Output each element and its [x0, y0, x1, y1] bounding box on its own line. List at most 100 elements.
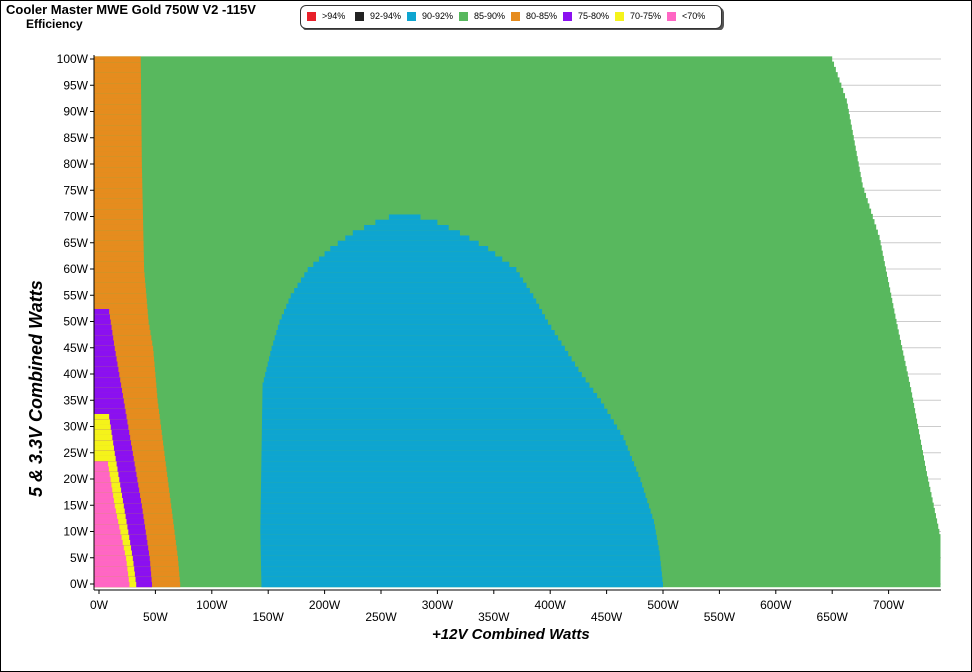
- chart-title: Cooler Master MWE Gold 750W V2 -115V: [6, 2, 256, 17]
- cell-80-85: [94, 261, 145, 267]
- cell-80-85: [94, 145, 142, 152]
- cell-80-85: [94, 224, 144, 231]
- legend-swatch: [511, 12, 520, 21]
- y-tick-label: 45W: [63, 341, 88, 355]
- cell-90-92: [266, 366, 579, 372]
- cell-85-90: [94, 87, 844, 94]
- cell-below-70: [94, 570, 129, 577]
- cell-below-70: [94, 476, 111, 483]
- cell-70-75: [94, 429, 112, 435]
- cell-85-90: [94, 187, 865, 194]
- cell-85-90: [94, 82, 842, 89]
- cell-75-80: [94, 376, 121, 383]
- cell-90-92: [364, 224, 449, 231]
- x-tick-label: 0W: [90, 598, 109, 612]
- cell-80-85: [94, 129, 142, 136]
- x-tick-label: 400W: [535, 598, 567, 612]
- cell-75-80: [94, 418, 128, 425]
- cell-80-85: [94, 255, 144, 262]
- cell-85-90: [94, 140, 855, 147]
- cell-90-92: [261, 439, 626, 446]
- cell-below-70: [94, 549, 125, 556]
- cell-90-92: [265, 371, 582, 378]
- x-tick-label: 350W: [478, 610, 510, 624]
- cell-85-90: [94, 198, 868, 204]
- cell-85-90: [94, 108, 849, 115]
- cell-90-92: [261, 576, 663, 582]
- cell-80-85: [94, 119, 142, 126]
- cell-80-85: [94, 402, 159, 409]
- y-tick-label: 50W: [63, 315, 88, 329]
- x-tick-label: 150W: [253, 610, 285, 624]
- y-tick-label: 25W: [63, 446, 88, 460]
- cell-85-90: [94, 135, 854, 141]
- cell-85-90: [94, 177, 862, 183]
- cell-80-85: [94, 387, 157, 393]
- cell-80-85: [94, 282, 146, 288]
- cell-85-90: [94, 66, 836, 73]
- cell-80-85: [94, 245, 144, 252]
- cell-90-92: [297, 282, 527, 288]
- cell-85-90: [94, 124, 852, 131]
- cell-90-92: [260, 513, 653, 519]
- cell-80-85: [94, 355, 155, 362]
- cell-80-85: [94, 198, 143, 204]
- cell-80-85: [94, 156, 142, 162]
- cell-85-90: [94, 182, 863, 189]
- cell-90-92: [290, 292, 534, 299]
- cell-75-80: [94, 387, 123, 393]
- cell-below-70: [94, 528, 121, 535]
- cell-80-85: [94, 140, 142, 147]
- cell-90-92: [260, 560, 661, 567]
- y-tick-label: 40W: [63, 367, 88, 381]
- cell-85-90: [94, 61, 835, 68]
- cell-75-80: [94, 429, 130, 435]
- cell-90-92: [260, 502, 649, 509]
- cell-90-92: [260, 518, 654, 525]
- cell-90-92: [260, 539, 658, 546]
- cell-80-85: [94, 376, 156, 383]
- cell-90-92: [313, 261, 510, 267]
- cell-85-90: [94, 234, 880, 241]
- cell-90-92: [288, 297, 537, 304]
- cell-75-80: [94, 402, 125, 409]
- cell-90-92: [262, 408, 608, 414]
- cell-80-85: [94, 339, 153, 346]
- x-tick-label: 50W: [143, 610, 168, 624]
- cell-90-92: [260, 528, 656, 535]
- cell-80-85: [94, 292, 147, 299]
- cell-90-92: [260, 486, 644, 493]
- cell-75-80: [94, 423, 129, 430]
- cell-90-92: [261, 423, 618, 430]
- cell-below-70: [94, 471, 110, 477]
- plot-top-mask: [93, 30, 942, 55]
- cell-80-85: [94, 66, 141, 73]
- cell-85-90: [94, 72, 838, 78]
- cell-80-85: [94, 371, 156, 378]
- cell-90-92: [260, 507, 651, 514]
- cell-90-92: [304, 271, 520, 278]
- cell-85-90: [94, 192, 867, 199]
- cell-80-85: [94, 308, 148, 315]
- cell-below-70: [94, 513, 118, 519]
- y-tick-label: 15W: [63, 498, 88, 512]
- cell-75-80: [94, 350, 116, 357]
- cell-80-85: [94, 360, 155, 367]
- cell-below-70: [94, 502, 115, 509]
- cell-80-85: [94, 150, 142, 157]
- cell-90-92: [262, 381, 590, 388]
- cell-90-92: [262, 392, 598, 399]
- cell-80-85: [94, 98, 142, 105]
- cell-85-90: [94, 56, 833, 63]
- cell-80-85: [94, 381, 157, 388]
- cell-70-75: [94, 444, 114, 451]
- cell-90-92: [277, 324, 552, 330]
- x-tick-label: 650W: [817, 610, 849, 624]
- y-tick-label: 35W: [63, 393, 88, 407]
- cell-85-90: [94, 161, 859, 168]
- cell-90-92: [261, 444, 628, 451]
- cell-90-92: [260, 492, 646, 498]
- legend-label: 70-75%: [630, 11, 662, 21]
- cell-80-85: [94, 266, 145, 273]
- cell-below-70: [94, 555, 127, 561]
